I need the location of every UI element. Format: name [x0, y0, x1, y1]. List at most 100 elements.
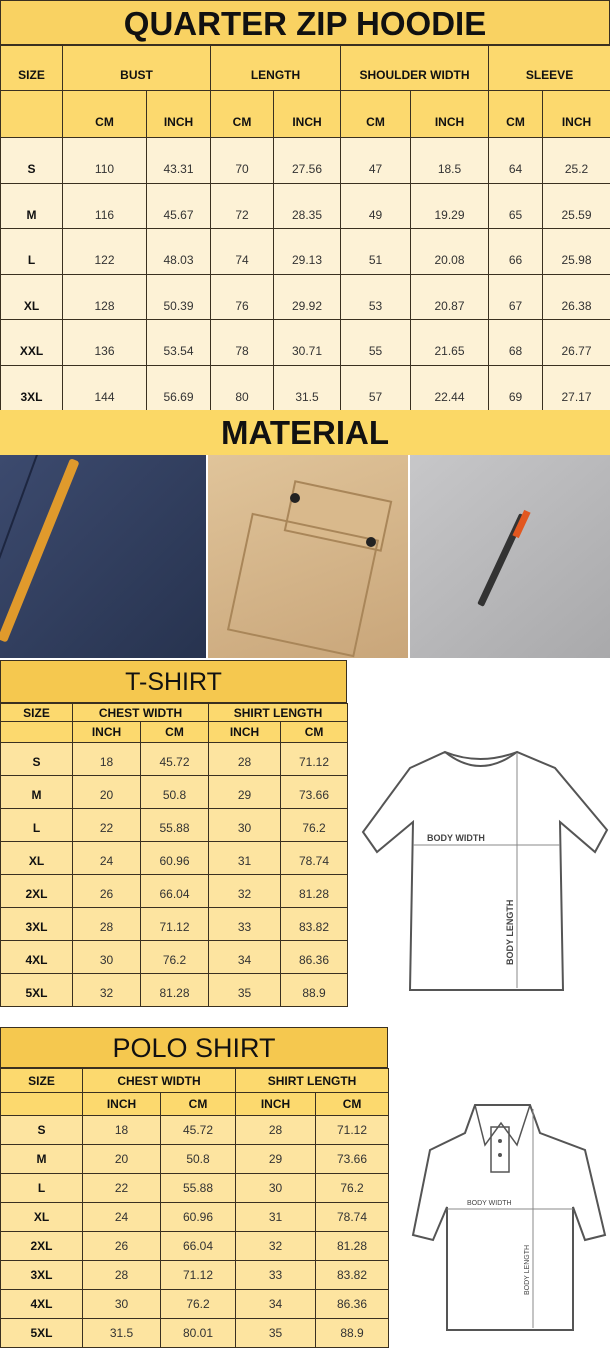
value-cell: 74 [210, 228, 275, 275]
unit-header: CM [139, 721, 210, 743]
unit-header: CM [488, 90, 544, 138]
value-cell: 73.66 [315, 1144, 390, 1174]
value-cell: 88.9 [315, 1318, 390, 1348]
value-cell: 26 [82, 1231, 161, 1261]
value-cell: 86.36 [315, 1289, 390, 1319]
value-cell: 24 [82, 1202, 161, 1232]
value-cell: 55.88 [139, 808, 210, 842]
value-cell: 60.96 [139, 841, 210, 875]
value-cell: 83.82 [280, 907, 349, 941]
group-header: BUST [61, 45, 212, 91]
value-cell: 45.72 [139, 742, 210, 776]
value-cell: 55.88 [159, 1173, 237, 1203]
value-cell: 35 [235, 1318, 317, 1348]
value-cell: 86.36 [280, 940, 349, 974]
value-cell: 29.92 [273, 273, 342, 320]
material-photo-khaki [208, 455, 408, 658]
unit-header: INCH [235, 1092, 317, 1116]
value-cell: 31 [235, 1202, 317, 1232]
value-cell: 45.67 [145, 182, 212, 229]
group-header: CHEST WIDTH [71, 703, 210, 722]
value-cell: 65 [488, 182, 544, 229]
value-cell: 31 [208, 841, 282, 875]
size-cell: 2XL [0, 1231, 83, 1261]
value-cell: 144 [62, 364, 147, 411]
value-cell: 78.74 [280, 841, 349, 875]
value-cell: 43.31 [145, 137, 212, 184]
tshirt-outline [361, 750, 609, 991]
unit-header: CM [62, 90, 147, 138]
value-cell: 48.03 [145, 228, 212, 275]
value-cell: 53 [340, 273, 412, 320]
value-cell: 76.2 [139, 940, 210, 974]
value-cell: 83.82 [315, 1260, 390, 1290]
value-cell: 60.96 [159, 1202, 237, 1232]
value-cell: 67 [488, 273, 544, 320]
value-cell: 28 [235, 1115, 317, 1145]
size-cell: S [0, 742, 73, 776]
table-row: 4XL 30 76.2 34 86.36 [0, 1289, 390, 1319]
material-photo-navy [0, 455, 206, 658]
table-row: 5XL 32 81.28 35 88.9 [0, 973, 349, 1007]
group-header: SLEEVE [488, 45, 610, 91]
unit-header: CM [159, 1092, 237, 1116]
table-row: 3XL 28 71.12 33 83.82 [0, 907, 349, 941]
value-cell: 27.56 [273, 137, 342, 184]
table-row: S 18 45.72 28 71.12 [0, 742, 349, 776]
group-header: SHIRT LENGTH [235, 1068, 390, 1093]
size-cell: S [0, 1115, 83, 1145]
value-cell: 50.8 [159, 1144, 237, 1174]
button-icon [290, 493, 300, 503]
value-cell: 136 [62, 319, 147, 366]
value-cell: 28 [82, 1260, 161, 1290]
group-header: CHEST WIDTH [81, 1068, 237, 1093]
body-width-label: BODY WIDTH [467, 1200, 512, 1207]
size-cell: XL [0, 273, 63, 320]
value-cell: 29.13 [273, 228, 342, 275]
size-cell: M [0, 775, 73, 809]
body-width-label: BODY WIDTH [427, 833, 485, 843]
size-cell: L [0, 228, 63, 275]
value-cell: 20.08 [410, 228, 490, 275]
value-cell: 57 [340, 364, 412, 411]
value-cell: 26 [72, 874, 141, 908]
value-cell: 33 [208, 907, 282, 941]
value-cell: 78.74 [315, 1202, 390, 1232]
size-cell: XXL [0, 319, 63, 366]
value-cell: 26.38 [542, 273, 610, 320]
value-cell: 71.12 [280, 742, 349, 776]
value-cell: 25.2 [542, 137, 610, 184]
value-cell: 30.71 [273, 319, 342, 366]
value-cell: 73.66 [280, 775, 349, 809]
table-row: XL 128 50.39 76 29.92 53 20.87 67 26.38 [0, 273, 610, 320]
value-cell: 28 [208, 742, 282, 776]
unit-header: INCH [410, 90, 490, 138]
value-cell: 56.69 [145, 364, 212, 411]
value-cell: 35 [208, 973, 282, 1007]
value-cell: 30 [82, 1289, 161, 1319]
value-cell: 31.5 [273, 364, 342, 411]
table-row: L 22 55.88 30 76.2 [0, 1173, 390, 1203]
table-row: M 116 45.67 72 28.35 49 19.29 65 25.59 [0, 182, 610, 229]
value-cell: 76.2 [159, 1289, 237, 1319]
value-cell: 30 [235, 1173, 317, 1203]
pocket [226, 512, 380, 658]
value-cell: 20.87 [410, 273, 490, 320]
value-cell: 50.8 [139, 775, 210, 809]
value-cell: 81.28 [280, 874, 349, 908]
value-cell: 34 [208, 940, 282, 974]
value-cell: 71.12 [159, 1260, 237, 1290]
value-cell: 80 [210, 364, 275, 411]
value-cell: 22.44 [410, 364, 490, 411]
value-cell: 76.2 [280, 808, 349, 842]
button-icon [366, 537, 376, 547]
size-cell: L [0, 808, 73, 842]
table-row: 3XL 144 56.69 80 31.5 57 22.44 69 27.17 [0, 364, 610, 411]
table-row: L 122 48.03 74 29.13 51 20.08 66 25.98 [0, 228, 610, 275]
value-cell: 81.28 [315, 1231, 390, 1261]
table-row: XL 24 60.96 31 78.74 [0, 1202, 390, 1232]
value-cell: 78 [210, 319, 275, 366]
group-header: SHOULDER WIDTH [340, 45, 490, 91]
value-cell: 66 [488, 228, 544, 275]
table-row: L 22 55.88 30 76.2 [0, 808, 349, 842]
